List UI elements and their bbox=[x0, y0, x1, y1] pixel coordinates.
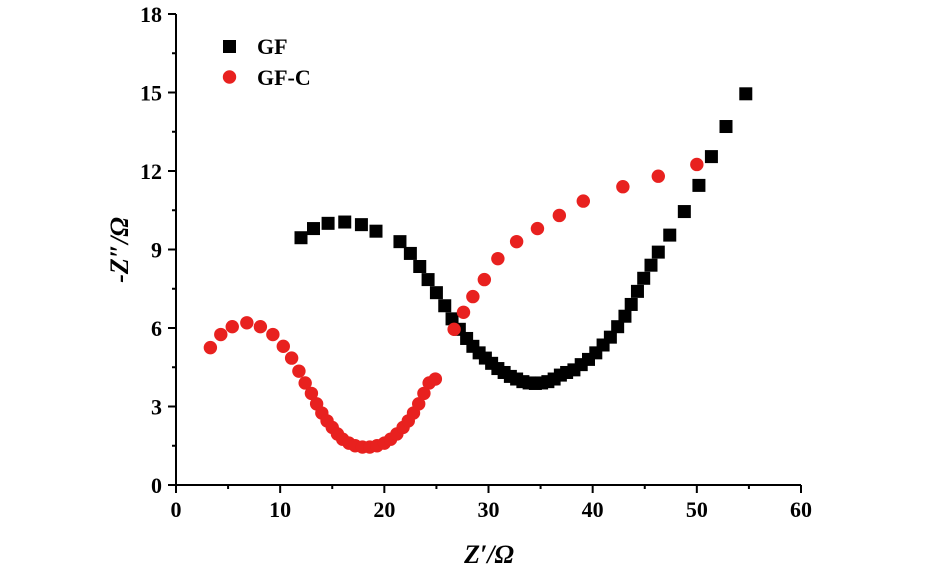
data-point-gf bbox=[294, 231, 308, 245]
y-tick-label: 18 bbox=[140, 2, 162, 27]
x-tick-label: 60 bbox=[790, 497, 812, 522]
data-point-gf bbox=[624, 297, 638, 311]
data-point-gf-c bbox=[651, 169, 665, 183]
legend-marker-gf-c bbox=[222, 70, 237, 84]
x-tick-label: 10 bbox=[269, 497, 291, 522]
y-tick-label: 9 bbox=[151, 238, 162, 263]
legend-label-gf: GF bbox=[257, 34, 288, 59]
data-point-gf-c bbox=[552, 208, 567, 223]
data-point-gf bbox=[413, 260, 427, 274]
data-point-gf-c bbox=[466, 289, 480, 304]
data-point-gf bbox=[663, 228, 677, 242]
data-point-gf bbox=[445, 312, 459, 326]
data-point-gf bbox=[369, 224, 383, 238]
data-point-gf bbox=[403, 246, 417, 260]
y-tick-label: 15 bbox=[140, 81, 162, 106]
x-tick-label: 30 bbox=[478, 497, 500, 522]
legend-marker-gf bbox=[223, 40, 236, 53]
data-point-gf-c bbox=[616, 180, 630, 194]
x-tick-label: 40 bbox=[582, 497, 604, 522]
data-point-gf bbox=[644, 258, 658, 272]
data-point-gf-c bbox=[576, 194, 590, 208]
data-point-gf-c bbox=[412, 397, 426, 411]
data-point-gf bbox=[438, 299, 452, 313]
legend-label-gf-c: GF-C bbox=[257, 65, 311, 90]
data-point-gf bbox=[421, 273, 435, 287]
data-point-gf-c bbox=[276, 339, 290, 354]
data-point-gf-c bbox=[284, 351, 299, 365]
data-point-gf-c bbox=[298, 376, 312, 390]
data-point-gf-c bbox=[491, 251, 505, 266]
data-point-gf-c bbox=[292, 364, 306, 378]
data-point-gf bbox=[307, 222, 320, 236]
series-gf-c bbox=[203, 157, 704, 454]
data-marks bbox=[203, 87, 753, 454]
data-point-gf bbox=[354, 218, 368, 232]
data-point-gf-c bbox=[214, 327, 228, 342]
data-point-gf bbox=[338, 215, 352, 229]
data-point-gf bbox=[651, 245, 665, 259]
x-tick-label: 20 bbox=[373, 497, 395, 522]
data-point-gf-c bbox=[266, 327, 280, 342]
y-tick-label: 0 bbox=[151, 473, 162, 498]
data-point-gf bbox=[719, 120, 733, 134]
x-tick-label: 50 bbox=[686, 497, 708, 522]
data-point-gf bbox=[618, 309, 632, 323]
data-point-gf-c bbox=[690, 157, 704, 172]
data-point-gf-c bbox=[530, 221, 545, 236]
data-point-gf bbox=[637, 271, 651, 285]
data-point-gf-c bbox=[240, 316, 254, 330]
data-point-gf-c bbox=[509, 234, 524, 249]
data-point-gf bbox=[630, 284, 644, 298]
data-point-gf-c bbox=[447, 322, 461, 337]
y-tick-label: 12 bbox=[140, 159, 162, 184]
data-point-gf bbox=[704, 150, 718, 164]
x-axis-title: Z′/Ω bbox=[463, 540, 514, 569]
data-point-gf-c bbox=[304, 386, 319, 401]
data-point-gf-c bbox=[428, 372, 443, 386]
data-point-gf bbox=[393, 235, 407, 249]
y-tick-label: 6 bbox=[151, 316, 162, 341]
data-point-gf-c bbox=[417, 386, 431, 401]
data-point-gf bbox=[321, 216, 335, 230]
axes: 0 10 20 30 40 50 60 0 3 6 9 12 15 18 bbox=[140, 2, 812, 522]
y-tick-label: 3 bbox=[151, 395, 162, 420]
data-point-gf bbox=[739, 87, 753, 101]
data-point-gf-c bbox=[225, 319, 239, 334]
data-point-gf bbox=[603, 330, 617, 344]
data-point-gf-c bbox=[477, 272, 492, 287]
data-point-gf-c bbox=[253, 319, 268, 334]
data-point-gf bbox=[692, 178, 706, 192]
y-axis-title: -Z″/Ω bbox=[105, 217, 134, 283]
x-tick-label: 0 bbox=[171, 497, 182, 522]
data-point-gf bbox=[429, 286, 443, 300]
data-point-gf-c bbox=[203, 340, 218, 355]
series-gf bbox=[294, 87, 753, 390]
data-point-gf-c bbox=[456, 305, 471, 319]
data-point-gf bbox=[677, 205, 691, 219]
data-point-gf bbox=[611, 320, 625, 334]
legend: GF GF-C bbox=[222, 34, 311, 90]
